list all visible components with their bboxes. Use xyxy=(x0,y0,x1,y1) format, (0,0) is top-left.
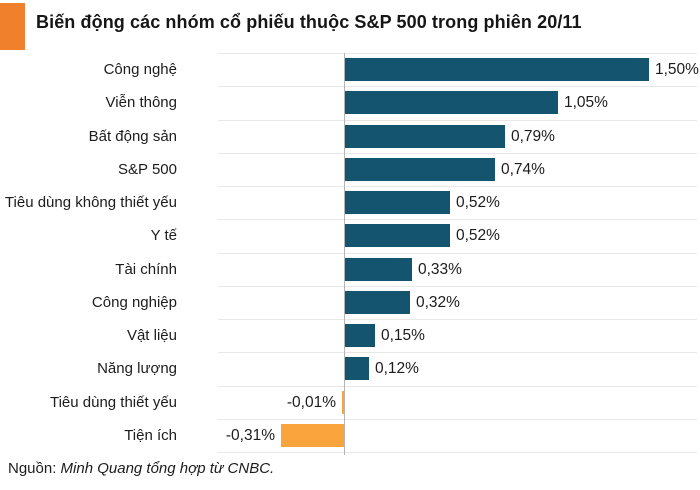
positive-bar xyxy=(345,257,412,281)
positive-bar xyxy=(345,290,410,314)
positive-bar xyxy=(345,324,375,347)
positive-bar xyxy=(345,58,649,81)
value-label: 0,74% xyxy=(501,160,545,178)
positive-bar xyxy=(345,91,558,115)
positive-bar xyxy=(345,191,450,214)
chart-row: Bất động sản 0,79% xyxy=(0,120,700,153)
gridline xyxy=(218,86,697,88)
positive-bar xyxy=(345,124,505,148)
chart-row: Tiện ích -0,31% xyxy=(0,419,700,452)
gridline xyxy=(218,219,697,221)
chart-row: Năng lượng 0,12% xyxy=(0,352,700,385)
gridline xyxy=(218,53,697,54)
gridline xyxy=(218,285,697,287)
positive-bar xyxy=(345,224,450,248)
category-label: Công nghiệp xyxy=(91,293,177,311)
value-label: 0,79% xyxy=(511,127,555,145)
category-label: S&P 500 xyxy=(118,160,177,178)
value-label: 0,33% xyxy=(418,260,462,278)
zero-axis-line xyxy=(344,53,345,455)
value-label: -0,31% xyxy=(225,426,275,444)
chart-row: Công nghệ 1,50% xyxy=(0,53,700,86)
category-label: Tài chính xyxy=(115,260,177,278)
gridline xyxy=(218,319,697,320)
chart-row: Công nghiệp 0,32% xyxy=(0,286,700,319)
source-credit: Minh Quang tổng hợp từ CNBC. xyxy=(56,460,275,477)
category-label: Bất động sản xyxy=(88,127,177,145)
category-label: Tiêu dùng không thiết yếu xyxy=(4,194,177,211)
chart-row: S&P 500 0,74% xyxy=(0,153,700,186)
chart-row: Y tế 0,52% xyxy=(0,219,700,252)
value-label: 1,50% xyxy=(655,61,699,78)
chart-row: Viễn thông 1,05% xyxy=(0,86,700,119)
gridline xyxy=(218,385,697,387)
gridline xyxy=(218,152,697,154)
value-label: 0,52% xyxy=(456,227,500,245)
gridline xyxy=(218,252,697,254)
value-label: -0,01% xyxy=(286,393,336,411)
value-label: 0,12% xyxy=(375,360,419,378)
value-label: 0,52% xyxy=(456,194,500,211)
category-label: Tiện ích xyxy=(124,426,177,444)
source-attribution: Nguồn: Minh Quang tổng hợp từ CNBC. xyxy=(8,460,274,477)
chart-row: Vật liệu 0,15% xyxy=(0,319,700,352)
category-label: Y tế xyxy=(150,227,177,245)
category-label: Tiêu dùng thiết yếu xyxy=(49,393,177,411)
gridline xyxy=(218,418,697,420)
category-label: Vật liệu xyxy=(126,327,177,344)
positive-bar xyxy=(345,157,495,181)
gridline xyxy=(218,186,697,187)
chart-row: Tài chính 0,33% xyxy=(0,253,700,286)
chart-row: Tiêu dùng thiết yếu -0,01% xyxy=(0,386,700,419)
negative-bar xyxy=(342,390,344,414)
category-label: Công nghệ xyxy=(103,61,177,78)
category-label: Năng lượng xyxy=(97,360,177,378)
chart-title: Biến động các nhóm cổ phiếu thuộc S&P 50… xyxy=(36,12,582,32)
positive-bar xyxy=(345,357,369,381)
title-accent-square xyxy=(0,3,25,50)
value-label: 1,05% xyxy=(564,94,608,112)
category-label: Viễn thông xyxy=(105,94,177,112)
value-label: 0,32% xyxy=(416,293,460,311)
negative-bar xyxy=(281,423,344,447)
gridline xyxy=(218,352,697,354)
value-label: 0,15% xyxy=(381,327,425,344)
gridline xyxy=(218,452,697,453)
chart-row: Tiêu dùng không thiết yếu 0,52% xyxy=(0,186,700,219)
source-prefix: Nguồn: xyxy=(8,460,57,477)
bar-chart-plot-area: Công nghệ 1,50% Viễn thông 1,05% Bất động sả… xyxy=(0,53,700,455)
gridline xyxy=(218,119,697,121)
